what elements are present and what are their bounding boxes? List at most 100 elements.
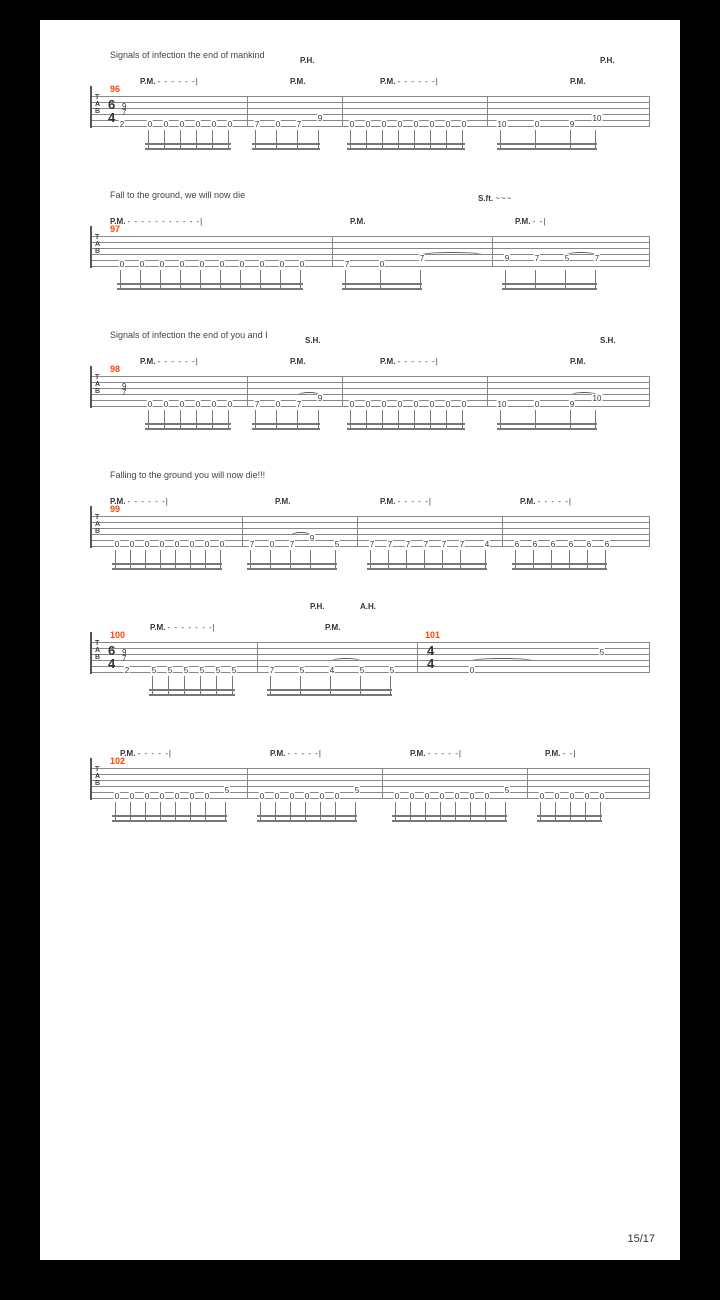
fret-number: 0 [227,120,233,129]
fret-number: 0 [119,260,125,269]
fret-number: 0 [469,792,475,801]
beam-row [90,410,650,435]
fret-number: 7 [369,540,375,549]
fret-number: 0 [211,120,217,129]
annotation-row: P.M. - - - - - -|P.H. P.M. P.M. - - - - … [90,64,650,86]
fret-number: 0 [397,400,403,409]
tab-clef: TAB [95,94,100,115]
fret-number: 0 [219,540,225,549]
page-number: 15/17 [627,1233,655,1245]
fret-number: 0 [163,120,169,129]
fret-number: 10 [592,114,603,123]
fret-number: 0 [365,400,371,409]
tab-staff: TAB64449725555557545505 [90,632,650,674]
fret-number: 7 [249,540,255,549]
fret-number: 0 [469,666,475,675]
fret-number: 0 [279,260,285,269]
fret-number: 0 [199,260,205,269]
fret-number: 0 [163,400,169,409]
fret-number: 5 [224,786,230,795]
technique-annotation: P.M. - - - - - -| [380,357,439,366]
fret-number: 0 [413,120,419,129]
technique-annotation: P.H. [310,602,325,632]
fret-number: 7 [405,540,411,549]
fret-number: 0 [114,792,120,801]
technique-annotation: P.M. - - - - -| [410,749,462,758]
fret-number: 5 [151,666,157,675]
fret-number: 0 [114,540,120,549]
fret-number: 0 [319,792,325,801]
lyric-text: Signals of infection the end of mankind [110,50,650,60]
fret-number: 0 [144,792,150,801]
fret-number: 0 [349,120,355,129]
fret-number: 7 [296,120,302,129]
fret-number: 0 [349,400,355,409]
fret-number: 0 [429,400,435,409]
technique-annotation: P.M. - - - - -| [380,497,432,506]
tab-page: Signals of infection the end of mankindP… [40,20,680,1260]
fret-number: 0 [179,120,185,129]
beam-row [90,270,650,295]
fret-number: 0 [274,792,280,801]
lyric-text: Fall to the ground, we will now die [110,190,650,200]
fret-number: 0 [484,792,490,801]
fret-number: 0 [259,792,265,801]
chord-notes: 97 [122,104,126,116]
fret-number: 0 [204,792,210,801]
technique-annotation: P.M. [570,77,585,86]
annotation-row: P.M. - - - - - - - - - - -|P.M. S.ft. ~~… [90,204,650,226]
fret-number: 9 [569,400,575,409]
fret-number: 0 [424,792,430,801]
chord-notes: 97 [122,650,126,662]
technique-annotation: P.M. - - - - - -| [140,77,199,86]
measure-block: Fall to the ground, we will now die P.M. … [90,190,650,295]
fret-number: 0 [584,792,590,801]
technique-annotation: P.M. - -| [545,749,576,758]
staff-wrapper: 99TAB00000000707957777774666666 [90,506,650,548]
fret-number: 0 [445,120,451,129]
fret-number: 0 [381,400,387,409]
tab-clef: TAB [95,234,100,255]
fret-number: 0 [539,792,545,801]
fret-number: 0 [239,260,245,269]
fret-number: 0 [381,120,387,129]
fret-number: 0 [429,120,435,129]
fret-number: 0 [179,260,185,269]
fret-number: 0 [379,260,385,269]
annotation-row: P.M. - - - - - - -|P.H. P.M. A.H. [90,610,650,632]
tab-clef: TAB [95,640,100,661]
fret-number: 7 [423,540,429,549]
fret-number: 0 [413,400,419,409]
beam-row [90,550,650,575]
technique-annotation: P.H. [600,56,615,86]
fret-number: 6 [586,540,592,549]
fret-number: 10 [497,400,508,409]
fret-number: 0 [144,540,150,549]
fret-number: 0 [599,792,605,801]
fret-number: 5 [504,786,510,795]
fret-number: 0 [139,260,145,269]
fret-number: 4 [329,666,335,675]
fret-number: 0 [189,540,195,549]
technique-annotation: P.M. [290,77,305,86]
fret-number: 0 [259,260,265,269]
fret-number: 6 [514,540,520,549]
fret-number: 0 [159,540,165,549]
fret-number: 6 [604,540,610,549]
technique-annotation: P.M. [275,497,290,506]
fret-number: 0 [461,120,467,129]
fret-number: 5 [299,666,305,675]
technique-annotation: P.M. - - - - - -| [140,357,199,366]
lyric-text: Falling to the ground you will now die!!… [110,470,650,480]
fret-number: 7 [344,260,350,269]
fret-number: 5 [199,666,205,675]
fret-number: 0 [454,792,460,801]
technique-annotation: P.M. [570,357,585,366]
measure-block: P.M. - - - - - - -|P.H. P.M. A.H. 100101… [90,610,650,701]
fret-number: 6 [568,540,574,549]
fret-number: 0 [439,792,445,801]
staff-wrapper: 100101TAB64449725555557545505 [90,632,650,674]
fret-number: 0 [129,540,135,549]
fret-number: 0 [195,120,201,129]
tab-clef: TAB [95,374,100,395]
